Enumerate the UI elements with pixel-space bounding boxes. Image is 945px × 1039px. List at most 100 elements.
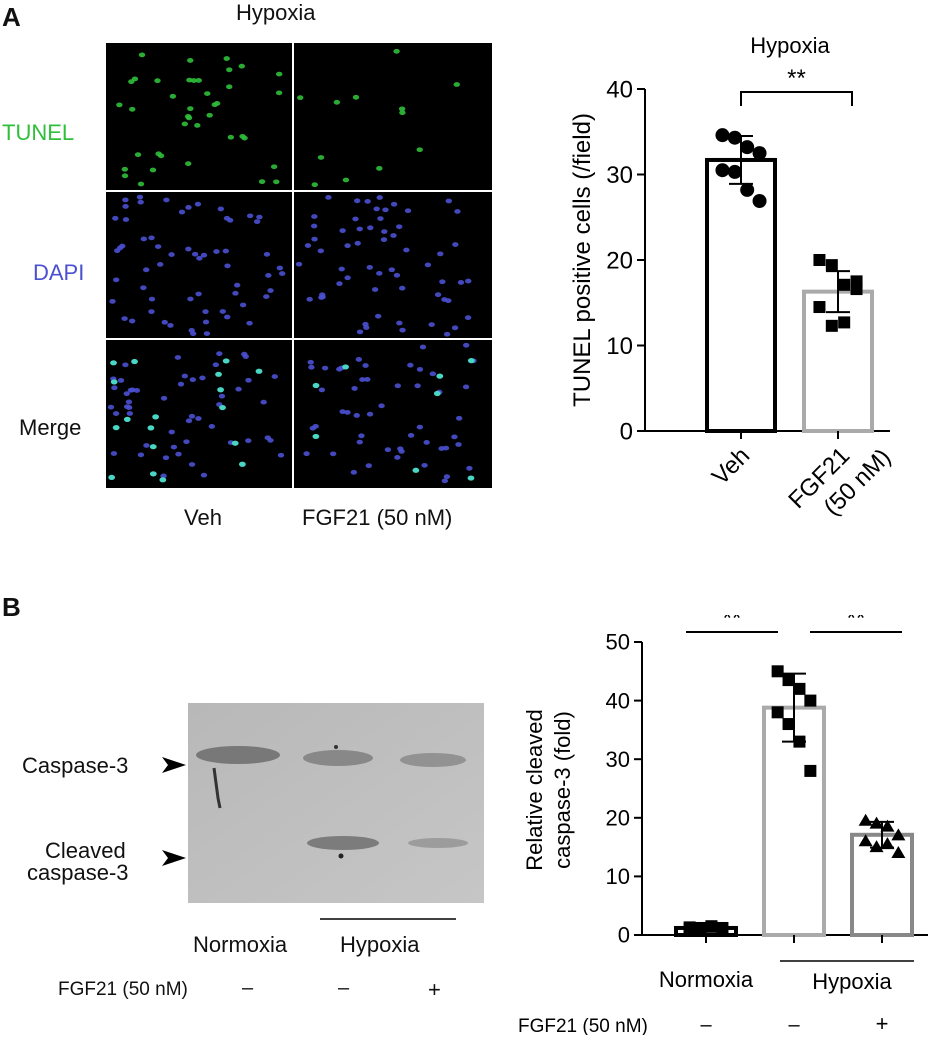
cell-nucleus bbox=[189, 377, 197, 383]
data-point bbox=[715, 163, 730, 178]
cell-merge bbox=[159, 477, 167, 483]
band-caspase3-lane3 bbox=[400, 753, 466, 767]
cell-nucleus bbox=[267, 288, 274, 293]
cell-nucleus bbox=[451, 434, 458, 440]
cell-nucleus bbox=[352, 94, 360, 100]
cell-merge bbox=[110, 360, 117, 366]
cell-nucleus bbox=[396, 320, 403, 326]
cell-merge bbox=[312, 433, 320, 440]
chart-a-ylabel: TUNEL positive cells (/field) bbox=[569, 113, 596, 407]
col-label-veh: Veh bbox=[184, 505, 222, 530]
cell-nucleus bbox=[441, 478, 449, 484]
cell-nucleus bbox=[366, 411, 374, 417]
panel-b-letter: B bbox=[2, 592, 21, 622]
cell-nucleus bbox=[226, 67, 233, 73]
cell-nucleus bbox=[465, 278, 472, 284]
cell-nucleus bbox=[187, 58, 194, 63]
data-point bbox=[793, 682, 806, 695]
cell-nucleus bbox=[403, 247, 410, 253]
cell-nucleus bbox=[178, 209, 186, 215]
cell-nucleus bbox=[393, 48, 400, 54]
cell-nucleus bbox=[310, 223, 318, 229]
western-blot bbox=[188, 703, 484, 903]
cell-nucleus bbox=[373, 206, 380, 212]
micrograph-grid bbox=[106, 43, 492, 488]
cell-nucleus bbox=[127, 387, 135, 393]
data-point bbox=[727, 164, 742, 179]
chart-b-xlabel-normoxia: Normoxia bbox=[659, 967, 754, 992]
cell-nucleus bbox=[200, 472, 208, 478]
cell-nucleus bbox=[443, 474, 451, 480]
cell-nucleus bbox=[439, 279, 446, 285]
cell-nucleus bbox=[407, 362, 414, 368]
cell-nucleus bbox=[216, 351, 223, 357]
cell-nucleus bbox=[279, 271, 286, 276]
cell-nucleus bbox=[239, 302, 247, 308]
data-point bbox=[858, 834, 873, 847]
cell-nucleus bbox=[376, 195, 383, 200]
cell-merge bbox=[467, 358, 475, 364]
cell-nucleus bbox=[154, 78, 161, 84]
band-label-cleaved-line2: caspase-3 bbox=[27, 860, 129, 885]
cell-merge bbox=[238, 461, 246, 467]
data-point bbox=[705, 920, 718, 933]
cell-nucleus bbox=[311, 182, 318, 188]
cell-nucleus bbox=[226, 217, 234, 223]
data-point bbox=[858, 813, 873, 826]
cell-nucleus bbox=[457, 280, 465, 285]
cell-nucleus bbox=[121, 166, 129, 172]
cell-nucleus bbox=[136, 194, 144, 200]
cell-nucleus bbox=[181, 121, 188, 127]
cell-nucleus bbox=[168, 429, 175, 435]
cell-nucleus bbox=[356, 226, 363, 232]
cell-nucleus bbox=[377, 216, 384, 222]
cell-merge bbox=[312, 382, 320, 389]
cell-merge bbox=[342, 364, 349, 370]
cell-nucleus bbox=[140, 285, 147, 291]
cell-nucleus bbox=[263, 294, 270, 300]
cell-nucleus bbox=[342, 177, 350, 183]
cell-nucleus bbox=[329, 451, 337, 457]
data-point bbox=[804, 764, 817, 777]
cell-nucleus bbox=[434, 292, 442, 298]
chart-b-fgf21-sign: + bbox=[876, 1011, 889, 1035]
col-label-fgf21: FGF21 (50 nM) bbox=[302, 505, 453, 530]
cell-nucleus bbox=[339, 409, 346, 415]
cell-merge bbox=[436, 373, 444, 379]
cell-nucleus bbox=[429, 371, 437, 377]
cell-nucleus bbox=[117, 378, 125, 383]
cell-nucleus bbox=[399, 285, 406, 291]
blot-fgf21-sign-2: – bbox=[338, 977, 350, 999]
cell-nucleus bbox=[194, 122, 201, 128]
cell-nucleus bbox=[134, 152, 142, 158]
cell-merge bbox=[112, 425, 120, 431]
cell-nucleus bbox=[191, 251, 199, 257]
band-label-caspase3: Caspase-3 bbox=[22, 753, 129, 778]
chart-a: 0 10 20 30 40 ** Hypoxia TUNEL positive cells (… bbox=[569, 33, 896, 521]
cell-nucleus bbox=[451, 325, 459, 331]
band-caspase3-lane2 bbox=[303, 750, 373, 766]
cell-nucleus bbox=[133, 388, 141, 393]
chart-b-ylabel-line: Relative cleaved bbox=[522, 709, 547, 870]
chart-a-xlabel-veh: Veh bbox=[707, 442, 755, 490]
data-point bbox=[752, 194, 767, 209]
cell-merge bbox=[255, 368, 263, 374]
cell-nucleus bbox=[270, 164, 278, 170]
cell-nucleus bbox=[128, 318, 136, 324]
cell-nucleus bbox=[399, 327, 406, 333]
cell-nucleus bbox=[309, 425, 317, 431]
cell-nucleus bbox=[396, 224, 403, 230]
cell-merge bbox=[219, 404, 226, 411]
data-point bbox=[825, 319, 838, 332]
blot-dot bbox=[338, 853, 344, 859]
cell-nucleus bbox=[344, 410, 351, 415]
band-cleaved-lane3 bbox=[408, 838, 468, 848]
blot-dot-2 bbox=[334, 745, 338, 749]
cell-nucleus bbox=[126, 411, 134, 416]
data-point bbox=[804, 694, 817, 707]
cell-merge bbox=[108, 474, 116, 481]
data-point bbox=[838, 278, 851, 291]
cell-nucleus bbox=[344, 243, 351, 249]
cell-nucleus bbox=[358, 433, 365, 439]
cell-nucleus bbox=[338, 266, 345, 272]
